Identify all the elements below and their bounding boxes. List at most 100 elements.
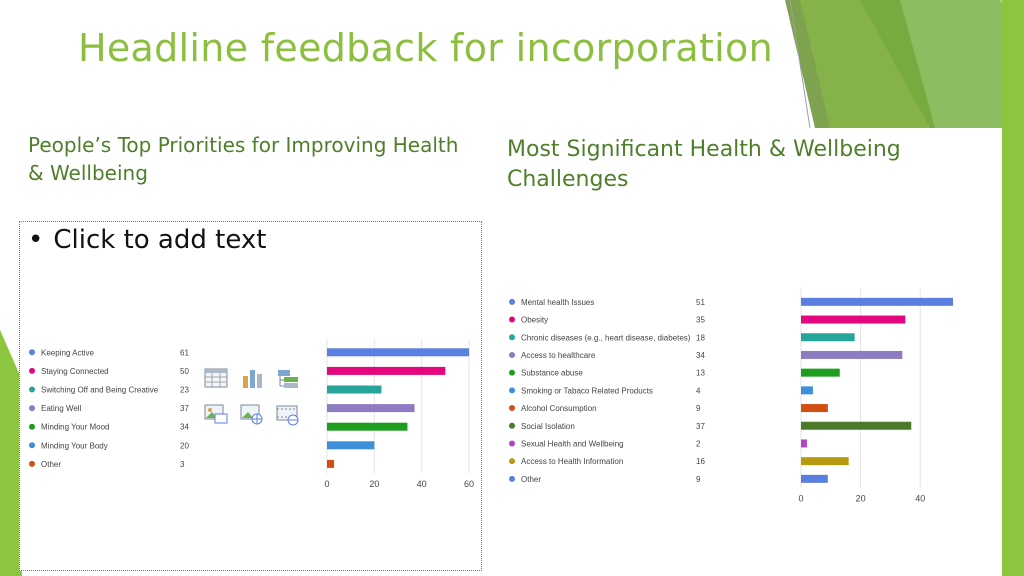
left-chart-heading[interactable]: People’s Top Priorities for Improving He… <box>28 133 459 185</box>
legend-label: Keeping Active <box>41 348 94 357</box>
legend-marker <box>29 460 35 467</box>
placeholder-prompt[interactable]: • Click to add text <box>28 225 266 255</box>
deco-line <box>789 0 811 129</box>
legend-marker <box>509 387 515 394</box>
legend-marker <box>509 405 515 412</box>
value-label: 16 <box>696 457 705 466</box>
legend-marker <box>29 386 35 393</box>
priorities-chart-svg: 0 20 40 60 Keeping Active 61 Staying Connected… <box>29 339 474 489</box>
value-label: 37 <box>696 422 705 431</box>
legend-label: Social Isolation <box>521 422 575 431</box>
bar <box>801 404 828 413</box>
legend-label: Chronic diseases (e.g., heart disease, d… <box>521 333 691 342</box>
x-tick-label: 0 <box>324 479 329 489</box>
content-placeholder[interactable]: • Click to add text <box>19 221 482 571</box>
bar <box>327 366 446 375</box>
bar <box>801 315 906 324</box>
x-tick-label: 20 <box>369 479 379 489</box>
legend-label: Sexual Health and Wellbeing <box>521 439 624 448</box>
bar <box>327 385 382 394</box>
legend-label: Staying Connected <box>41 367 109 376</box>
insert-content-icons <box>203 366 303 436</box>
legend-label: Other <box>41 460 61 469</box>
deco-right-strip <box>1002 0 1024 576</box>
legend-label: Minding Your Mood <box>41 423 110 432</box>
priorities-chart: 0 20 40 60 Keeping Active 61 Staying Connected… <box>20 330 480 500</box>
slide-title[interactable]: Headline feedback for incorporation <box>78 26 773 70</box>
x-tick-label: 60 <box>464 479 474 489</box>
deco-triangle-dark <box>860 0 1024 128</box>
placeholder-label: Click to add text <box>53 225 267 255</box>
legend-marker <box>509 475 515 482</box>
value-label: 9 <box>696 475 701 484</box>
bar <box>801 333 855 342</box>
legend-marker <box>509 440 515 447</box>
legend-marker <box>509 298 515 305</box>
value-label: 34 <box>180 423 189 432</box>
legend-marker <box>509 334 515 341</box>
bar <box>801 457 849 466</box>
deco-left-strip <box>0 330 22 576</box>
value-label: 61 <box>180 348 189 357</box>
bar <box>327 348 469 357</box>
legend-marker <box>29 349 35 356</box>
bullet: • <box>28 225 44 255</box>
right-content-panel <box>497 128 1002 576</box>
legend-marker <box>509 316 515 323</box>
insert-chart-icon[interactable] <box>239 366 265 390</box>
legend-marker <box>509 369 515 376</box>
challenges-chart: 0 20 40 Mental health Issues 51 Obesity 35 Chro… <box>500 283 980 518</box>
x-tick-label: 40 <box>417 479 427 489</box>
bar <box>327 459 335 468</box>
value-label: 50 <box>180 367 189 376</box>
value-label: 9 <box>696 404 701 413</box>
value-label: 37 <box>180 404 189 413</box>
bar <box>327 422 408 431</box>
value-label: 18 <box>696 333 705 342</box>
x-tick-label: 20 <box>856 494 866 504</box>
legend-marker <box>29 367 35 374</box>
legend-label: Eating Well <box>41 404 82 413</box>
value-label: 34 <box>696 351 705 360</box>
right-chart-heading[interactable]: Most Significant Health & Wellbeing Chal… <box>507 137 901 192</box>
insert-smartart-icon[interactable] <box>275 366 301 390</box>
legend-marker <box>509 422 515 429</box>
value-label: 35 <box>696 316 705 325</box>
legend-label: Alcohol Consumption <box>521 404 597 413</box>
x-tick-label: 40 <box>915 494 925 504</box>
legend-marker <box>509 351 515 358</box>
value-label: 2 <box>696 439 701 448</box>
bar <box>801 439 807 448</box>
insert-picture-icon[interactable] <box>203 402 229 426</box>
value-label: 3 <box>180 460 185 469</box>
value-label: 51 <box>696 298 705 307</box>
legend-label: Mental health Issues <box>521 298 594 307</box>
legend-label: Smoking or Tabaco Related Products <box>521 386 653 395</box>
legend-label: Substance abuse <box>521 369 583 378</box>
legend-label: Access to Health Information <box>521 457 623 466</box>
value-label: 4 <box>696 386 701 395</box>
legend-marker <box>29 442 35 449</box>
bar <box>801 297 953 306</box>
bar <box>801 421 912 430</box>
x-tick-label: 0 <box>798 494 803 504</box>
bar <box>801 368 840 377</box>
legend-label: Access to healthcare <box>521 351 596 360</box>
challenges-chart-svg: 0 20 40 Mental health Issues 51 Obesity 35 Chro… <box>509 289 953 504</box>
insert-online-picture-icon[interactable] <box>239 402 265 426</box>
insert-table-icon[interactable] <box>203 366 229 390</box>
legend-label: Obesity <box>521 316 548 325</box>
bar <box>801 350 903 359</box>
legend-marker <box>29 423 35 430</box>
legend-label: Switching Off and Being Creative <box>41 386 159 395</box>
insert-video-icon[interactable] <box>275 402 301 426</box>
bar <box>801 386 813 395</box>
bar <box>327 404 415 413</box>
value-label: 20 <box>180 441 189 450</box>
legend-marker <box>29 405 35 412</box>
bar <box>801 474 828 483</box>
legend-marker <box>509 458 515 465</box>
bar <box>327 441 375 450</box>
legend-label: Other <box>521 475 541 484</box>
